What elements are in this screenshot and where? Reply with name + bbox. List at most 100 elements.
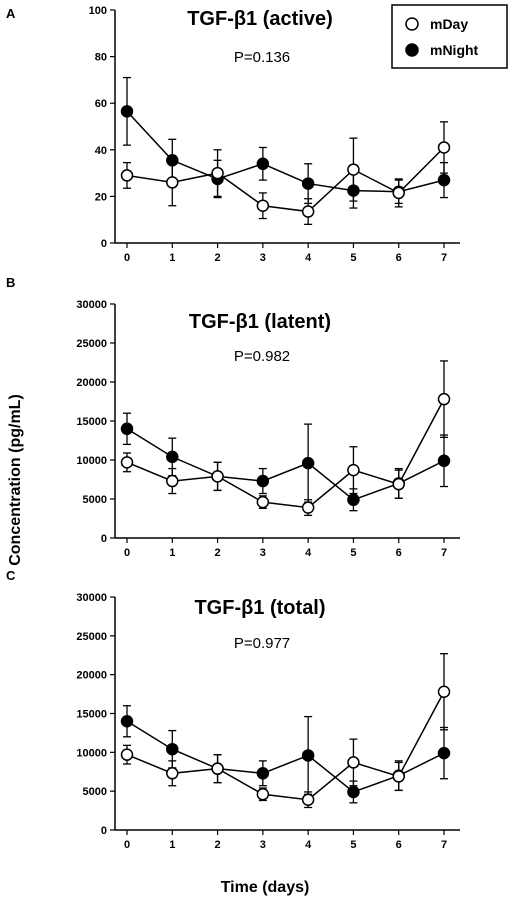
- series-line-mnight: [126, 110, 445, 193]
- panel-letter: C: [6, 568, 16, 583]
- legend: mDay mNight: [391, 4, 508, 69]
- data-point-mnight: [437, 454, 451, 468]
- chart-title: TGF-β1 (total): [194, 597, 325, 619]
- data-point-mnight: [120, 105, 134, 118]
- series-line-mday: [126, 398, 445, 509]
- y-tick-label: 0: [101, 533, 107, 545]
- p-value-annotation: P=0.977: [234, 635, 290, 652]
- data-point-mday: [256, 199, 270, 212]
- chart-panel-c: 0 5000 10000 15000 20000 25000 30000 0 1 2 3 4 5 6 7 C T…: [6, 568, 460, 851]
- data-point-mday: [301, 793, 315, 806]
- data-point-mnight: [347, 493, 360, 507]
- x-tick-label: 4: [305, 839, 312, 851]
- data-point-mday: [256, 495, 270, 509]
- x-tick-label: 4: [305, 252, 312, 264]
- data-point-mday: [437, 392, 451, 406]
- data-point-mday: [347, 463, 360, 477]
- data-point-mnight: [347, 785, 360, 799]
- x-tick-label: 2: [215, 839, 221, 851]
- data-point-mnight: [120, 422, 134, 436]
- x-tick-label: 2: [215, 547, 221, 559]
- x-tick-label: 1: [169, 547, 175, 559]
- y-tick-label: 25000: [76, 631, 107, 643]
- data-point-mday: [301, 501, 315, 514]
- data-point-mnight: [301, 749, 315, 762]
- data-point-mday: [437, 685, 451, 699]
- data-point-mnight: [437, 173, 451, 187]
- x-tick-label: 6: [396, 839, 402, 851]
- data-point-mday: [301, 205, 315, 218]
- data-point-mday: [120, 169, 134, 182]
- data-point-mnight: [166, 742, 179, 756]
- data-point-mnight: [301, 177, 315, 190]
- y-tick-label: 20000: [76, 670, 107, 682]
- y-tick-label: 80: [95, 52, 107, 64]
- y-axis-label: Concentration (pg/mL): [7, 394, 24, 566]
- data-point-mday: [120, 456, 134, 469]
- x-tick-label: 5: [350, 252, 356, 264]
- y-tick-label: 60: [95, 98, 107, 110]
- data-point-mday: [166, 474, 179, 488]
- data-point-mnight: [256, 157, 270, 171]
- x-tick-label: 2: [215, 252, 221, 264]
- x-tick-label: 5: [350, 839, 356, 851]
- panel-letter: B: [6, 275, 15, 290]
- x-tick-label: 0: [124, 252, 130, 264]
- legend-mnight-label: mNight: [430, 42, 479, 58]
- y-tick-label: 20000: [76, 377, 107, 389]
- x-tick-label: 7: [441, 839, 447, 851]
- data-point-mnight: [301, 456, 315, 470]
- data-point-mday: [211, 166, 224, 180]
- panel-letter: A: [6, 6, 16, 21]
- data-point-mnight: [256, 767, 270, 780]
- x-tick-label: 1: [169, 839, 175, 851]
- chart-title: TGF-β1 (active): [187, 8, 333, 30]
- x-tick-label: 4: [305, 547, 312, 559]
- data-point-mday: [347, 163, 360, 176]
- p-value-annotation: P=0.136: [234, 49, 290, 66]
- y-tick-label: 0: [101, 825, 107, 837]
- data-point-mday: [347, 756, 360, 769]
- data-point-mday: [166, 176, 179, 189]
- data-point-mday: [211, 470, 224, 483]
- y-tick-label: 10000: [76, 455, 107, 467]
- x-tick-label: 0: [124, 547, 130, 559]
- x-tick-label: 0: [124, 839, 130, 851]
- y-tick-label: 5000: [83, 494, 107, 506]
- data-point-mday: [437, 141, 451, 154]
- y-tick-label: 15000: [76, 416, 107, 428]
- x-tick-label: 5: [350, 547, 356, 559]
- legend-mday-label: mDay: [430, 16, 468, 32]
- y-tick-label: 0: [101, 238, 107, 250]
- series-line-mday: [126, 691, 445, 801]
- legend-box: [391, 4, 508, 69]
- y-tick-label: 20: [95, 191, 107, 203]
- chart-panel-b: 0 5000 10000 15000 20000 25000 30000 0 1 2 3 4 5 6 7 B T…: [6, 275, 460, 559]
- x-axis-label: Time (days): [221, 879, 310, 896]
- data-point-mday: [166, 767, 179, 780]
- y-tick-label: 15000: [76, 709, 107, 721]
- x-tick-label: 3: [260, 547, 266, 559]
- legend-mday-marker: [405, 17, 419, 31]
- x-tick-label: 1: [169, 252, 175, 264]
- y-tick-label: 25000: [76, 338, 107, 350]
- data-point-mnight: [437, 746, 451, 760]
- legend-mnight-marker: [405, 43, 419, 57]
- x-tick-label: 3: [260, 839, 266, 851]
- series-line-mday: [126, 146, 445, 213]
- y-tick-label: 100: [89, 5, 107, 17]
- data-point-mnight: [120, 715, 134, 728]
- data-point-mday: [211, 762, 224, 775]
- y-tick-label: 30000: [76, 299, 107, 311]
- series-line-mnight: [126, 720, 445, 793]
- x-tick-label: 7: [441, 547, 447, 559]
- data-point-mnight: [256, 474, 270, 488]
- data-point-mday: [392, 770, 405, 783]
- y-tick-label: 5000: [83, 786, 107, 798]
- x-tick-label: 7: [441, 252, 447, 264]
- p-value-annotation: P=0.982: [234, 348, 290, 365]
- data-point-mday: [392, 477, 405, 491]
- data-point-mday: [392, 186, 405, 200]
